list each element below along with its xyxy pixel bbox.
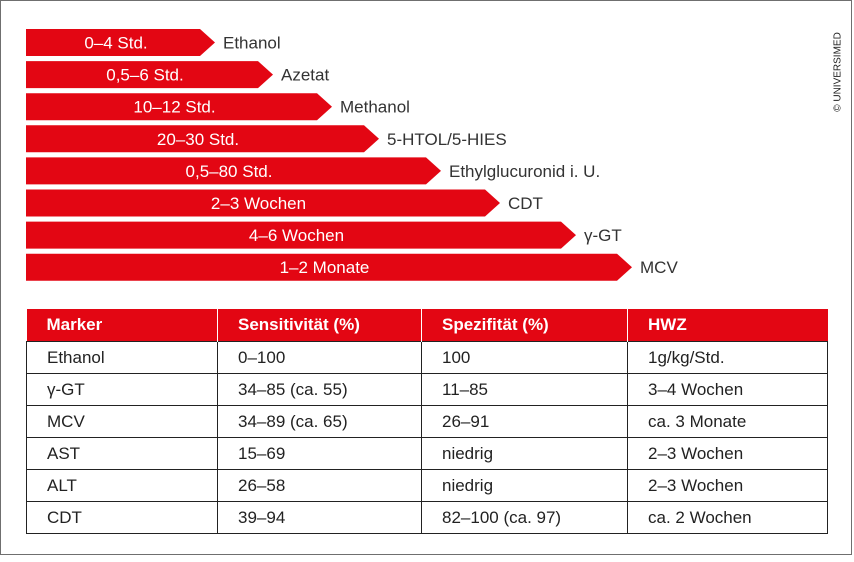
cell-specificity: niedrig	[421, 469, 628, 502]
bar-range-label: 10–12 Std.	[133, 98, 215, 117]
table-row: AST 15–69 niedrig 2–3 Wochen	[26, 437, 828, 470]
bar-range-label: 0–4 Std.	[84, 34, 147, 53]
header-specificity: Spezifität (%)	[421, 309, 628, 342]
cell-sensitivity: 39–94	[217, 501, 422, 534]
bar-range-label: 0,5–6 Std.	[106, 66, 184, 85]
half-life-arrow-chart: 0–4 Std. Ethanol 0,5–6 Std. Azetat 10–12 Std…	[26, 29, 678, 281]
cell-sensitivity: 0–100	[217, 341, 422, 374]
arrow-bar	[26, 125, 379, 153]
cell-sensitivity: 15–69	[217, 437, 422, 470]
header-marker: Marker	[26, 309, 218, 342]
cell-specificity: 11–85	[421, 373, 628, 406]
arrow-bar	[26, 189, 500, 217]
cell-half-life: ca. 3 Monate	[627, 405, 828, 438]
cell-half-life: ca. 2 Wochen	[627, 501, 828, 534]
cell-marker: Ethanol	[26, 341, 218, 374]
cell-marker: γ-GT	[26, 373, 218, 406]
cell-specificity: 26–91	[421, 405, 628, 438]
cell-half-life: 2–3 Wochen	[627, 437, 828, 470]
bar-marker-label: Ethanol	[223, 34, 281, 53]
copyright-note: © UNIVERSIMED	[832, 32, 844, 112]
cell-specificity: 82–100 (ca. 97)	[421, 501, 628, 534]
bar-range-label: 1–2 Monate	[280, 258, 370, 277]
cell-sensitivity: 26–58	[217, 469, 422, 502]
cell-marker: CDT	[26, 501, 218, 534]
table-row: ALT 26–58 niedrig 2–3 Wochen	[26, 469, 828, 502]
bar-marker-label: γ-GT	[584, 226, 622, 245]
bar-marker-label: MCV	[640, 258, 678, 277]
cell-specificity: niedrig	[421, 437, 628, 470]
bar-range-label: 2–3 Wochen	[211, 194, 306, 213]
table-row: Ethanol 0–100 100 1g/kg/Std.	[26, 341, 828, 374]
bar-range-label: 20–30 Std.	[157, 130, 239, 149]
table-row: MCV 34–89 (ca. 65) 26–91 ca. 3 Monate	[26, 405, 828, 438]
cell-specificity: 100	[421, 341, 628, 374]
cell-sensitivity: 34–85 (ca. 55)	[217, 373, 422, 406]
bar-marker-label: 5-HTOL/5-HIES	[387, 130, 507, 149]
marker-table: Marker Sensitivität (%) Spezifität (%) H…	[26, 309, 828, 534]
arrow-bar	[26, 93, 332, 121]
cell-half-life: 1g/kg/Std.	[627, 341, 828, 374]
cell-half-life: 3–4 Wochen	[627, 373, 828, 406]
bar-marker-label: Methanol	[340, 98, 410, 117]
arrow-bar	[26, 157, 441, 185]
cell-marker: ALT	[26, 469, 218, 502]
cell-half-life: 2–3 Wochen	[627, 469, 828, 502]
bar-marker-label: Ethylglucuronid i. U.	[449, 162, 600, 181]
arrow-bar	[26, 221, 576, 249]
bar-range-label: 4–6 Wochen	[249, 226, 344, 245]
bar-marker-label: CDT	[508, 194, 543, 213]
arrow-bar	[26, 29, 215, 56]
header-sensitivity: Sensitivität (%)	[217, 309, 422, 342]
table-row: γ-GT 34–85 (ca. 55) 11–85 3–4 Wochen	[26, 373, 828, 406]
arrow-bar	[26, 61, 273, 89]
cell-sensitivity: 34–89 (ca. 65)	[217, 405, 422, 438]
cell-marker: AST	[26, 437, 218, 470]
arrow-bar	[26, 253, 632, 281]
header-half-life: HWZ	[627, 309, 828, 342]
table-header-row: Marker Sensitivität (%) Spezifität (%) H…	[26, 309, 828, 342]
cell-marker: MCV	[26, 405, 218, 438]
table-row: CDT 39–94 82–100 (ca. 97) ca. 2 Wochen	[26, 501, 828, 534]
bar-marker-label: Azetat	[281, 66, 329, 85]
bar-range-label: 0,5–80 Std.	[186, 162, 273, 181]
